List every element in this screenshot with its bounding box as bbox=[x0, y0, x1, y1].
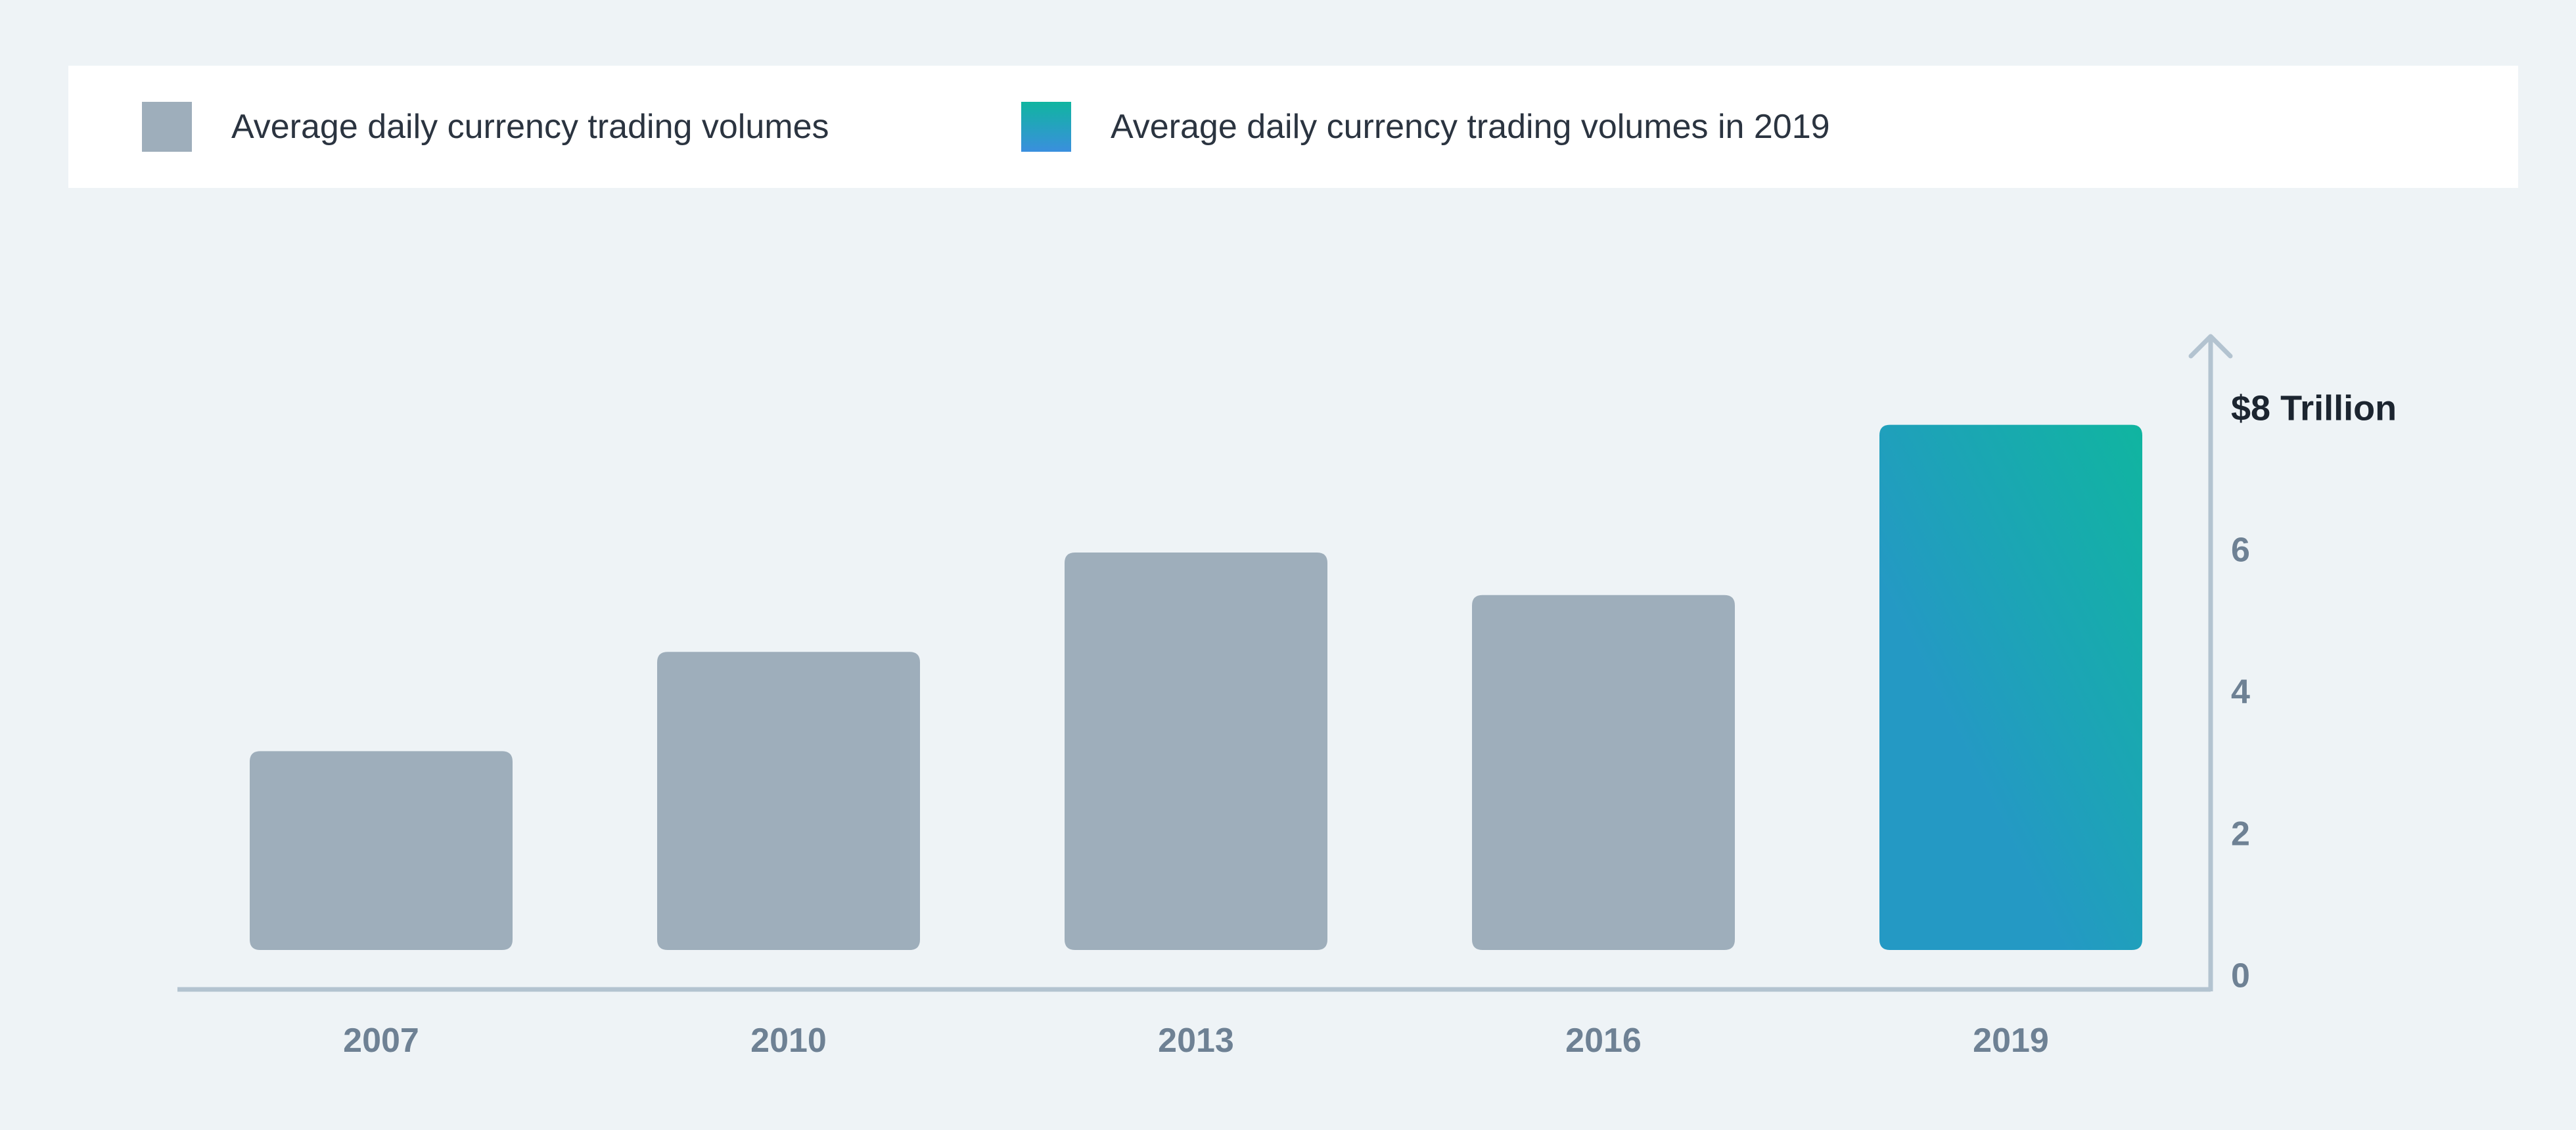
x-tick-label-2013: 2013 bbox=[1158, 1022, 1234, 1060]
legend-label-volumes: Average daily currency trading volumes bbox=[231, 108, 829, 146]
legend-label-volumes-2019: Average daily currency trading volumes i… bbox=[1111, 108, 1830, 146]
y-tick-label-0: 0 bbox=[2231, 957, 2250, 995]
legend: Average daily currency trading volumes A… bbox=[68, 66, 2518, 188]
legend-item-volumes-2019: Average daily currency trading volumes i… bbox=[1021, 66, 1830, 188]
legend-swatch-gradient bbox=[1021, 102, 1071, 152]
y-tick-label-6: 6 bbox=[2231, 531, 2250, 570]
bar-2013 bbox=[1065, 553, 1327, 950]
x-tick-label-2016: 2016 bbox=[1565, 1022, 1642, 1060]
y-tick-label-4: 4 bbox=[2231, 673, 2250, 712]
bar-2007 bbox=[250, 751, 513, 950]
bar-2010 bbox=[657, 652, 920, 950]
legend-item-volumes: Average daily currency trading volumes bbox=[142, 66, 829, 188]
x-tick-label-2019: 2019 bbox=[1973, 1022, 2049, 1060]
x-tick-label-2010: 2010 bbox=[750, 1022, 827, 1060]
bar-2019 bbox=[1879, 424, 2142, 950]
x-tick-label-2007: 2007 bbox=[343, 1022, 419, 1060]
y-tick-labels: 0 2 4 6 $8 Trillion bbox=[2231, 388, 2397, 995]
y-axis-arrow-icon bbox=[2188, 334, 2233, 359]
axes-group bbox=[177, 334, 2233, 992]
bars-group bbox=[250, 424, 2142, 950]
y-tick-label-8: $8 Trillion bbox=[2231, 388, 2397, 428]
bar-2016 bbox=[1472, 595, 1735, 950]
legend-swatch-gray bbox=[142, 102, 192, 152]
x-tick-labels: 2007 2010 2013 2016 2019 bbox=[343, 1022, 2049, 1060]
y-tick-label-2: 2 bbox=[2231, 815, 2250, 853]
